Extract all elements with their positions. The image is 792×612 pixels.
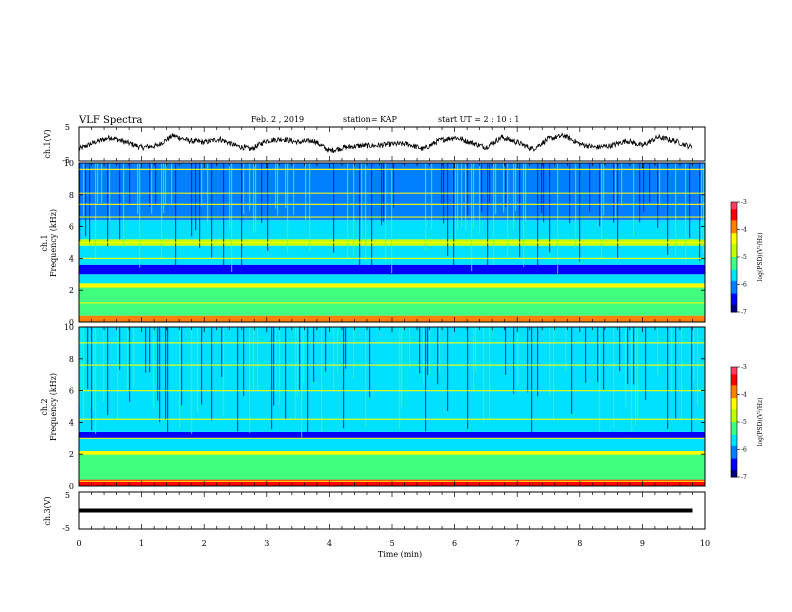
- ch2-spec-ytick-6: 6: [69, 387, 74, 396]
- ch1-colorbar-tick-3: -6: [741, 282, 747, 289]
- ch2-spec-band-4: [79, 431, 705, 439]
- ch1-spec-ytick-10: 10: [64, 159, 74, 168]
- ch1-waveform-plot: [78, 132, 693, 154]
- time-tick-7: 7: [515, 539, 520, 548]
- ch2-spec-band-5: [79, 327, 705, 432]
- time-tick-3: 3: [264, 539, 269, 548]
- ch1-waveform-panel: 5 -5 ch.1(V): [43, 123, 706, 165]
- ch2-colorbar-tick-2: -5: [741, 419, 747, 426]
- ch1-colorbar-tick-1: -4: [741, 227, 747, 234]
- time-tick-5: 5: [389, 539, 394, 548]
- ch1-spectrogram-yticks: 0 2 4 6 8 10: [64, 159, 705, 327]
- ch1-colorbar-label: log(PSD)(V²/Hz): [757, 233, 764, 282]
- ch2-colorbar-gradient: [731, 367, 737, 478]
- time-tick-0: 0: [76, 539, 81, 548]
- time-tick-10: 10: [700, 539, 710, 548]
- ch1-colorbar-tick-4: -7: [741, 309, 747, 316]
- ch2-spec-ytick-2: 2: [69, 450, 74, 459]
- ch2-spec-ytick-8: 8: [69, 355, 74, 364]
- ch3-ytick-top: 5: [65, 491, 70, 500]
- ch2-colorbar-tick-0: -3: [741, 364, 747, 371]
- ch2-spec-ytick-0: 0: [69, 482, 74, 491]
- ch2-colorbar: -3 -4 -5 -6 -7 log(PSD)(V²/Hz): [730, 364, 764, 481]
- time-tick-2: 2: [202, 539, 207, 548]
- time-tick-6: 6: [452, 539, 457, 548]
- ch1-colorbar-tick-2: -5: [741, 254, 747, 261]
- ch1-spectrogram-panel: 0 2 4 6 8 10 ch.1 Frequency (kHz): [40, 159, 706, 327]
- ch3-waveform-ylabel: ch.3(V): [43, 496, 52, 525]
- ch1-spec-ytick-4: 4: [69, 254, 74, 263]
- ch1-colorbar-gradient: [731, 202, 737, 313]
- ch2-colorbar-tick-1: -4: [741, 392, 747, 399]
- ch2-spectrogram-ylabel: ch.2 Frequency (kHz): [40, 373, 58, 441]
- ch1-spec-ytick-2: 2: [69, 286, 74, 295]
- ch1-spectrogram-ylabel: ch.1 Frequency (kHz): [40, 209, 58, 277]
- ch2-spectrogram-yticks: 0 2 4 6 8 10: [64, 323, 705, 491]
- time-tick-9: 9: [640, 539, 645, 548]
- ch1-spectrogram-image: [79, 163, 705, 322]
- ch1-colorbar-ticks: -3 -4 -5 -6 -7: [737, 199, 747, 316]
- start-time-label: start UT = 2 : 10 : 1: [438, 115, 519, 124]
- ch2-spectrogram-ylabel-line2: Frequency (kHz): [49, 373, 58, 441]
- ch1-spec-ytick-6: 6: [69, 223, 74, 232]
- ch2-spectrogram-ylabel-line1: ch.2: [40, 398, 49, 415]
- time-axis-ticks: 0 1 2 3 4 5 6 7 8 9 10: [76, 127, 710, 548]
- ch2-spec-band-2: [79, 451, 705, 455]
- ch3-waveform-panel: 5 -5 ch.3(V): [43, 491, 706, 533]
- ch1-colorbar-tick-0: -3: [741, 199, 747, 206]
- ch1-spectrogram-ylabel-line1: ch.1: [40, 234, 49, 251]
- ch1-colorbar: -3 -4 -5 -6 -7 log(PSD)(V²/Hz): [730, 199, 764, 316]
- ch1-ytick-top: 5: [65, 123, 70, 132]
- ch3-ytick-bottom: -5: [62, 524, 70, 533]
- ch1-spec-band-1: [79, 287, 705, 316]
- ch1-spec-ytick-0: 0: [69, 318, 74, 327]
- ch1-spectrogram-ylabel-line2: Frequency (kHz): [49, 209, 58, 277]
- ch1-waveform-ylabel: ch.1(V): [43, 129, 52, 158]
- figure-title: VLF Spectra: [78, 115, 143, 126]
- ch2-spec-band-3: [79, 438, 705, 452]
- ch2-spectrogram-image: [79, 327, 705, 486]
- ch1-ytick-bottom: -5: [62, 156, 70, 165]
- ch2-colorbar-tick-3: -6: [741, 447, 747, 454]
- time-tick-8: 8: [577, 539, 582, 548]
- ch2-colorbar-label: log(PSD)(V²/Hz): [757, 398, 764, 447]
- date-label: Feb. 2 , 2019: [251, 115, 304, 124]
- ch2-spec-band-1: [79, 454, 705, 480]
- ch1-waveform-line: [78, 132, 693, 154]
- ch1-spec-band-2: [79, 283, 705, 288]
- ch1-spec-streaks: [79, 163, 705, 274]
- time-tick-1: 1: [139, 539, 144, 548]
- ch1-spec-band-3: [79, 274, 705, 284]
- ch2-spectrogram-panel: 0 2 4 6 8 10 ch.2 Frequency (kHz): [40, 323, 706, 491]
- station-label: station= KAP: [343, 115, 398, 124]
- ch2-colorbar-tick-4: -7: [741, 474, 747, 481]
- ch2-colorbar-ticks: -3 -4 -5 -6 -7: [737, 364, 747, 481]
- ch2-spec-ytick-10: 10: [64, 323, 74, 332]
- ch2-spec-ytick-4: 4: [69, 418, 74, 427]
- time-axis-label: Time (min): [378, 550, 422, 559]
- ch1-spec-ytick-8: 8: [69, 191, 74, 200]
- time-tick-4: 4: [327, 539, 332, 548]
